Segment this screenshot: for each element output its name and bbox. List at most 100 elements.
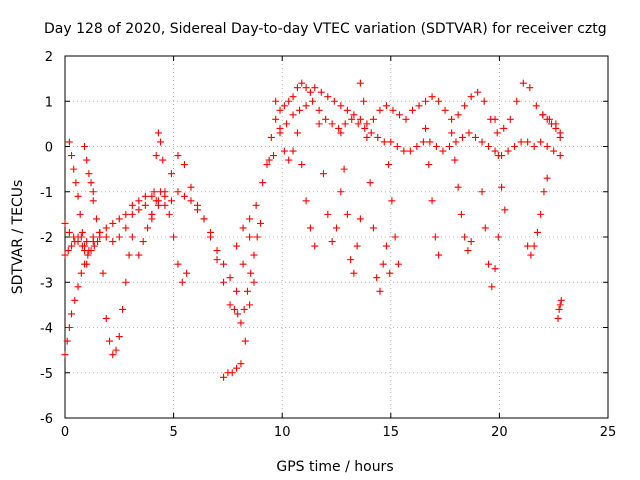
data-points: [61, 79, 565, 381]
data-point: [337, 188, 345, 196]
data-point: [498, 183, 506, 191]
data-point: [382, 242, 390, 250]
y-tick-label: -5: [40, 367, 53, 382]
data-point: [187, 197, 195, 205]
data-point: [157, 138, 165, 146]
data-point: [400, 147, 408, 155]
data-point: [285, 156, 293, 164]
data-point: [233, 364, 241, 372]
data-point: [426, 138, 434, 146]
data-point: [102, 224, 110, 232]
data-point: [554, 314, 562, 322]
data-point: [183, 269, 191, 277]
axis-ticks: 0 5 10 15 20 25 -6 -5 -4 -3 -2 -1 0 1 2: [40, 50, 616, 440]
data-point: [530, 242, 538, 250]
data-point: [239, 224, 247, 232]
data-point: [152, 152, 160, 160]
data-point: [439, 147, 447, 155]
data-point: [415, 102, 423, 110]
data-point: [513, 97, 521, 105]
series-arc-9: [220, 278, 258, 381]
data-point: [302, 197, 310, 205]
data-point: [369, 115, 377, 123]
data-point: [385, 161, 393, 169]
data-point: [83, 156, 91, 164]
data-point: [141, 201, 149, 209]
series-arc-2: [61, 188, 254, 309]
data-point: [448, 129, 456, 137]
data-point: [354, 120, 362, 128]
data-point: [328, 238, 336, 246]
y-axis-label: SDTVAR / TECUs: [10, 180, 26, 295]
data-point: [367, 129, 375, 137]
series-arc-4: [65, 138, 91, 268]
data-point: [167, 170, 175, 178]
data-point: [413, 143, 421, 150]
data-point: [478, 138, 486, 146]
data-point: [89, 197, 97, 205]
y-tick-label: -6: [40, 412, 53, 427]
data-point: [543, 143, 551, 150]
data-point: [540, 188, 548, 196]
data-point: [230, 305, 238, 313]
data-point: [85, 170, 93, 178]
data-point: [306, 88, 314, 96]
data-point: [115, 333, 123, 341]
data-point: [493, 129, 501, 137]
series-arc-21: [491, 115, 509, 214]
data-point: [382, 102, 390, 110]
data-point: [543, 174, 551, 182]
data-point: [465, 129, 473, 137]
data-point: [90, 242, 98, 250]
data-point: [265, 156, 273, 164]
data-point: [77, 269, 85, 277]
x-tick-label: 5: [169, 425, 177, 440]
data-point: [109, 238, 117, 246]
data-point: [511, 143, 519, 150]
y-tick-label: -4: [40, 322, 53, 337]
data-point: [141, 192, 149, 200]
data-point: [243, 287, 251, 295]
data-point: [87, 247, 95, 255]
data-point: [167, 197, 175, 205]
data-point: [74, 192, 82, 200]
data-point: [448, 115, 456, 123]
data-point: [532, 102, 540, 110]
data-point: [122, 278, 130, 286]
chart-title: Day 128 of 2020, Sidereal Day-to-day VTE…: [44, 21, 607, 37]
data-point: [144, 224, 152, 232]
data-point: [259, 179, 267, 187]
data-point: [106, 337, 114, 345]
data-point: [363, 120, 371, 128]
data-point: [491, 147, 499, 155]
data-point: [71, 238, 79, 246]
data-point: [174, 152, 182, 160]
data-point: [425, 161, 433, 169]
data-point: [481, 224, 489, 232]
series-arc-13: [272, 97, 319, 250]
data-point: [457, 210, 465, 218]
data-point: [213, 256, 221, 264]
data-point: [491, 115, 499, 123]
data-point: [530, 143, 538, 150]
data-point: [376, 287, 384, 295]
series-arc-8: [148, 129, 167, 223]
data-point: [526, 84, 534, 92]
data-point: [543, 115, 551, 123]
data-point: [61, 251, 69, 259]
data-point: [302, 84, 310, 92]
data-point: [226, 301, 234, 309]
data-point: [488, 283, 496, 291]
series-arc-17: [385, 161, 402, 268]
data-point: [556, 133, 564, 141]
data-point: [70, 165, 78, 173]
series-arc-11: [263, 79, 564, 169]
data-point: [356, 79, 364, 87]
data-point: [220, 373, 228, 381]
data-point: [388, 197, 396, 205]
data-point: [87, 179, 95, 187]
data-point: [285, 97, 293, 105]
series-arc-16: [356, 79, 394, 295]
data-point: [89, 188, 97, 196]
data-point: [330, 97, 338, 105]
